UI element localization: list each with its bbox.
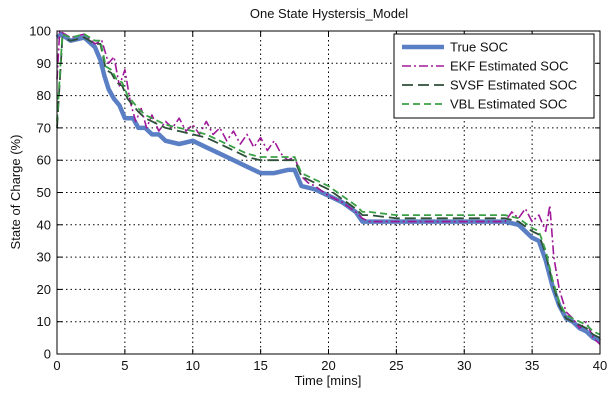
x-tick-label: 20	[321, 358, 335, 373]
legend-label-2: EKF Estimated SOC	[450, 59, 568, 74]
y-axis-label: State of Charge (%)	[8, 135, 23, 250]
axis-ticks: 0 5 10 15 20 25 30 35 40 0 10 20 30 40 50 60 70 80 90 100	[29, 24, 607, 374]
x-tick-label: 40	[593, 358, 607, 373]
x-tick-label: 30	[457, 358, 471, 373]
x-tick-label: 35	[525, 358, 539, 373]
series-line-1	[55, 31, 601, 344]
x-tick-label: 0	[53, 358, 60, 373]
chart-title: One State Hystersis_Model	[250, 6, 408, 21]
y-tick-label: 10	[37, 314, 51, 329]
y-tick-label: 100	[29, 24, 51, 39]
y-tick-label: 70	[37, 120, 51, 135]
x-axis-label: Time [mins]	[295, 373, 362, 388]
x-tick-label: 5	[121, 358, 128, 373]
y-tick-label: 50	[37, 185, 51, 200]
series-line-2	[56, 30, 601, 345]
legend: True SOC EKF Estimated SOC SVSF Estimated …	[393, 33, 595, 119]
y-tick-label: 30	[37, 250, 51, 265]
x-tick-label: 25	[389, 358, 403, 373]
series-line-4	[56, 33, 601, 336]
x-tick-label: 15	[253, 358, 267, 373]
y-tick-label: 0	[44, 347, 51, 362]
y-tick-label: 60	[37, 153, 51, 168]
y-tick-label: 20	[37, 282, 51, 297]
grid-lines	[57, 31, 600, 354]
y-tick-label: 40	[37, 217, 51, 232]
legend-label-4: VBL Estimated SOC	[450, 97, 567, 112]
y-tick-label: 80	[37, 88, 51, 103]
x-tick-label: 10	[186, 358, 200, 373]
legend-label-3: SVSF Estimated SOC	[450, 78, 577, 93]
y-tick-label: 90	[37, 56, 51, 71]
legend-label-1: True SOC	[450, 40, 508, 55]
series-layer	[55, 30, 601, 345]
series-line-3	[56, 36, 601, 339]
